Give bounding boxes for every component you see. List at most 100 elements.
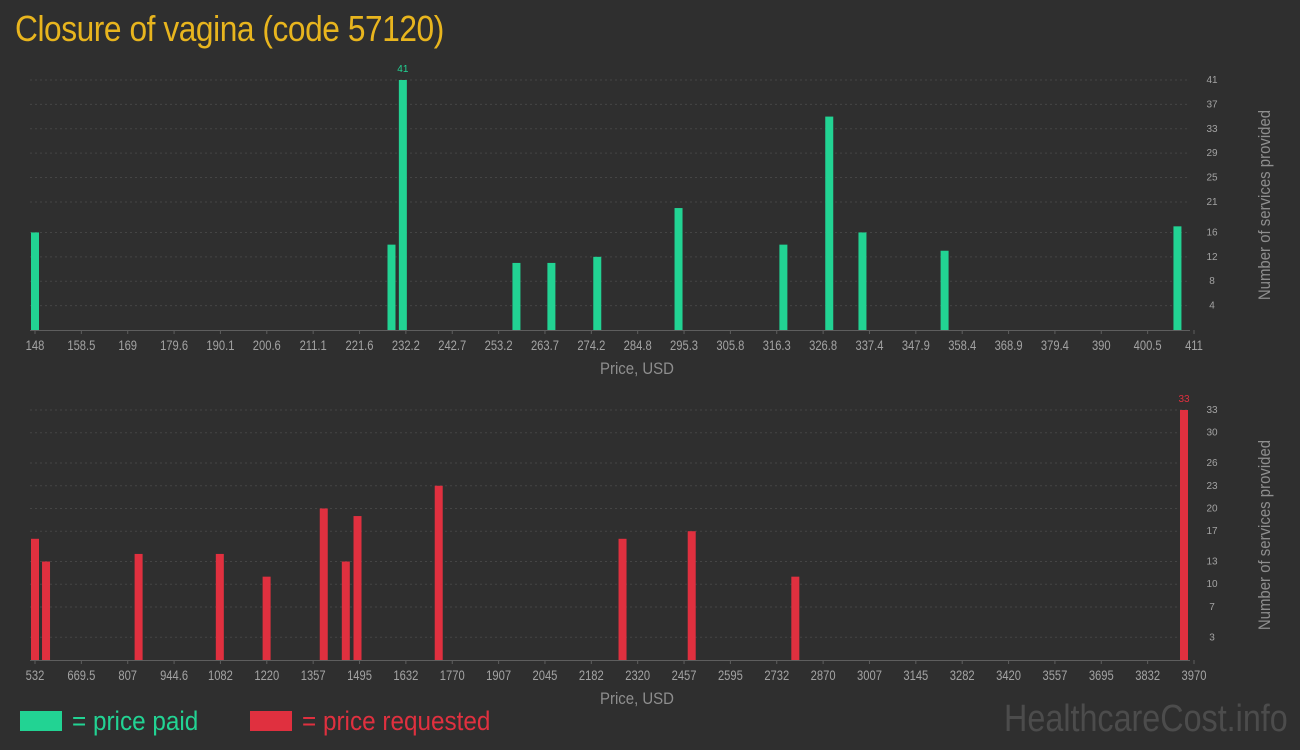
requested-x-tick-label: 2320 (625, 668, 650, 683)
requested-y-tick-label: 33 (1206, 405, 1218, 416)
requested-y-tick-label: 3 (1209, 632, 1215, 643)
requested-x-tick-label: 1632 (393, 668, 418, 683)
requested-x-tick-label: 807 (118, 668, 137, 683)
requested-y-tick-label: 10 (1206, 579, 1218, 590)
paid-bar (512, 262, 521, 330)
paid-x-tick-label: 295.3 (670, 338, 698, 353)
paid-bar (31, 232, 39, 330)
legend-paid-swatch (20, 711, 62, 731)
paid-x-tick-label: 390 (1092, 338, 1111, 353)
paid-x-tick-label: 379.4 (1041, 338, 1069, 353)
paid-x-tick-label: 148 (26, 338, 45, 353)
paid-x-tick-label: 200.6 (253, 338, 281, 353)
page-title: Closure of vagina (code 57120) (15, 8, 444, 49)
requested-x-tick-label: 2595 (718, 668, 743, 683)
requested-x-tick-label: 532 (26, 668, 45, 683)
paid-x-tick-label: 316.3 (763, 338, 791, 353)
paid-x-tick-label: 263.7 (531, 338, 559, 353)
legend-paid: = price paid (20, 704, 212, 738)
requested-x-tick-label: 3282 (950, 668, 975, 683)
paid-bar (779, 244, 788, 330)
paid-bar (547, 262, 556, 330)
requested-y-tick-label: 26 (1206, 458, 1218, 469)
paid-bar (825, 116, 834, 331)
legend-requested-swatch (250, 711, 292, 731)
requested-bar (1180, 410, 1188, 660)
requested-bar (353, 516, 362, 660)
legend-requested-label: = price requested (302, 705, 491, 736)
requested-x-tick-label: 3695 (1089, 668, 1114, 683)
requested-bar (341, 561, 350, 660)
paid-x-tick-label: 169 (118, 338, 137, 353)
requested-x-tick-label: 3420 (996, 668, 1021, 683)
legend-paid-label: = price paid (72, 705, 199, 736)
paid-y-tick-label: 12 (1206, 252, 1218, 263)
paid-bar (858, 232, 867, 330)
paid-x-tick-label: 179.6 (160, 338, 188, 353)
paid-bar (674, 208, 683, 330)
requested-bar (31, 538, 39, 660)
paid-x-tick-label: 221.6 (346, 338, 374, 353)
requested-x-tick-label: 2182 (579, 668, 604, 683)
requested-x-tick-label: 1082 (208, 668, 233, 683)
requested-x-tick-label: 944.6 (160, 668, 188, 683)
requested-x-tick-label: 3832 (1135, 668, 1160, 683)
requested-x-axis-label: Price, USD (600, 690, 674, 708)
paid-max-value-label: 41 (397, 64, 409, 75)
requested-y-tick-label: 13 (1206, 557, 1218, 568)
requested-x-tick-label: 669.5 (67, 668, 95, 683)
paid-y-tick-label: 21 (1206, 197, 1218, 208)
requested-x-tick-label: 2870 (811, 668, 836, 683)
legend-requested: = price requested (250, 704, 511, 738)
requested-y-tick-label: 20 (1206, 503, 1218, 514)
paid-x-tick-label: 274.2 (577, 338, 605, 353)
requested-x-tick-label: 2732 (764, 668, 789, 683)
requested-x-tick-label: 1220 (254, 668, 279, 683)
paid-x-tick-label: 242.7 (438, 338, 466, 353)
requested-x-tick-label: 1907 (486, 668, 511, 683)
paid-x-tick-label: 368.9 (995, 338, 1023, 353)
paid-y-tick-label: 8 (1209, 276, 1215, 287)
requested-bar (434, 485, 443, 660)
requested-bar (618, 538, 627, 660)
paid-y-tick-label: 4 (1209, 301, 1215, 312)
requested-y-tick-label: 17 (1206, 526, 1218, 537)
requested-y-tick-label: 7 (1209, 602, 1215, 613)
paid-x-tick-label: 411 (1185, 338, 1203, 353)
paid-bar (940, 250, 949, 330)
requested-x-tick-label: 2457 (672, 668, 697, 683)
paid-y-tick-label: 25 (1206, 173, 1218, 184)
requested-y-axis-label: Number of services provided (1256, 440, 1274, 630)
requested-y-tick-label: 23 (1206, 481, 1218, 492)
paid-x-tick-label: 337.4 (855, 338, 883, 353)
paid-x-tick-label: 400.5 (1134, 338, 1162, 353)
requested-x-tick-label: 1770 (440, 668, 465, 683)
requested-x-tick-label: 1357 (301, 668, 326, 683)
paid-x-tick-label: 326.8 (809, 338, 837, 353)
paid-x-tick-label: 232.2 (392, 338, 420, 353)
requested-x-tick-label: 2045 (533, 668, 558, 683)
paid-y-tick-label: 16 (1206, 227, 1218, 238)
paid-x-tick-label: 190.1 (206, 338, 234, 353)
requested-bar (687, 531, 696, 660)
paid-x-tick-label: 305.8 (716, 338, 744, 353)
requested-bar (42, 561, 51, 660)
paid-y-tick-label: 41 (1206, 75, 1218, 86)
requested-bar (262, 576, 271, 660)
paid-y-tick-label: 37 (1206, 99, 1218, 110)
requested-bar (134, 553, 143, 660)
requested-bar (791, 576, 800, 660)
requested-x-tick-label: 1495 (347, 668, 372, 683)
paid-bar (387, 244, 396, 330)
watermark: HealthcareCost.info (1004, 698, 1288, 740)
requested-bar (215, 553, 224, 660)
paid-bar (593, 256, 602, 330)
paid-x-tick-label: 211.1 (300, 338, 327, 353)
paid-y-tick-label: 33 (1206, 124, 1218, 135)
paid-x-axis-label: Price, USD (600, 360, 674, 378)
paid-x-tick-label: 158.5 (67, 338, 95, 353)
paid-bar (398, 80, 407, 330)
requested-max-value-label: 33 (1178, 394, 1190, 405)
requested-x-tick-label: 3970 (1182, 668, 1207, 683)
